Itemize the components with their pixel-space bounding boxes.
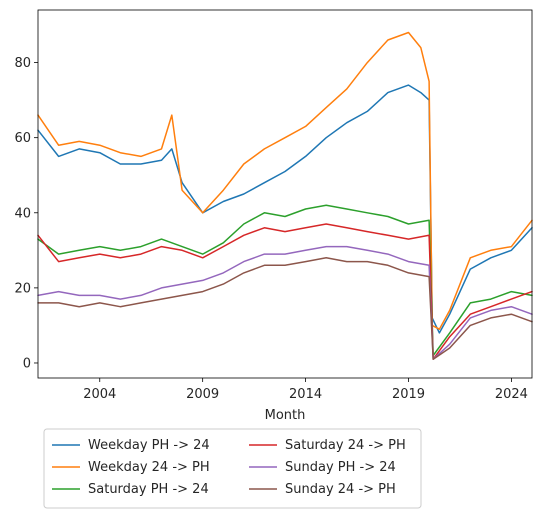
series-line-2 — [37, 31, 533, 330]
legend-entries: Weekday PH -> 24 Weekday 24 -> PH Saturday… — [52, 438, 406, 497]
x-tick-label: 2014 — [289, 387, 322, 402]
legend-label: Saturday PH -> 24 — [88, 482, 209, 497]
series-line-4 — [37, 223, 533, 360]
legend-label: Sunday PH -> 24 — [285, 460, 396, 475]
series-line-1 — [37, 84, 533, 334]
x-axis-label: Month — [265, 408, 306, 423]
y-tick-label: 20 — [14, 281, 31, 296]
x-axis-ticks: 2004 2009 2014 2019 2024 — [83, 378, 528, 402]
series-line-6 — [37, 257, 533, 360]
series-line-3 — [37, 204, 533, 357]
series-line-5 — [37, 245, 533, 360]
plot-frame — [37, 9, 533, 379]
x-tick-label: 2004 — [83, 387, 116, 402]
legend-label: Weekday 24 -> PH — [88, 460, 210, 475]
y-axis-ticks: 0 20 40 60 80 — [14, 56, 38, 371]
plot-background — [38, 10, 532, 378]
legend-label: Weekday PH -> 24 — [88, 438, 210, 453]
x-tick-label: 2024 — [495, 387, 528, 402]
y-tick-label: 60 — [14, 131, 31, 146]
legend: Weekday PH -> 24 Weekday 24 -> PH Saturday… — [43, 428, 422, 509]
legend-label: Saturday 24 -> PH — [285, 438, 406, 453]
y-tick-label: 0 — [23, 356, 31, 371]
x-tick-label: 2009 — [186, 387, 219, 402]
legend-label: Sunday 24 -> PH — [285, 482, 396, 497]
legend-frame — [43, 428, 422, 509]
y-tick-label: 40 — [14, 206, 31, 221]
y-tick-label: 80 — [14, 56, 31, 71]
series-layer — [37, 31, 533, 360]
x-tick-label: 2019 — [392, 387, 425, 402]
